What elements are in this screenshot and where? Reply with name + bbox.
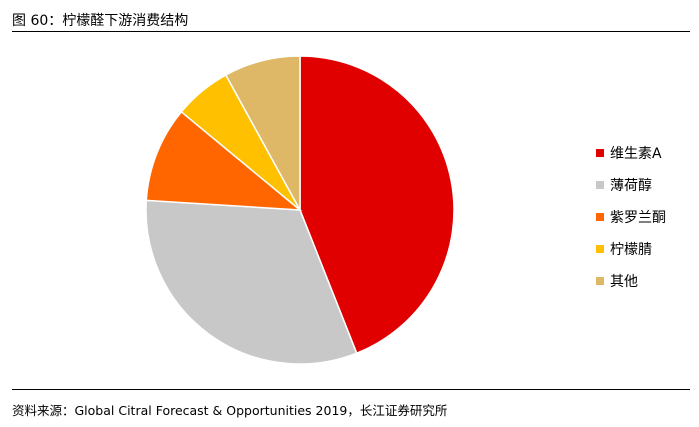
legend-label: 薄荷醇 bbox=[610, 178, 652, 194]
figure-title: 图 60：柠檬醛下游消费结构 bbox=[12, 13, 189, 29]
top-rule bbox=[12, 31, 690, 32]
legend-item: 维生素A bbox=[596, 137, 666, 169]
legend-label: 柠檬腈 bbox=[610, 242, 652, 258]
legend-swatch bbox=[596, 213, 604, 221]
pie-slice-3 bbox=[145, 110, 303, 211]
legend-swatch bbox=[596, 277, 604, 285]
legend-label: 其他 bbox=[610, 274, 638, 290]
legend-item: 紫罗兰酮 bbox=[596, 201, 666, 233]
source-note: 资料来源：Global Citral Forecast & Opportunit… bbox=[12, 403, 448, 418]
legend-swatch bbox=[596, 245, 604, 253]
legend-swatch bbox=[596, 149, 604, 157]
legend-item: 柠檬腈 bbox=[596, 233, 666, 265]
pie-slice-5 bbox=[224, 55, 301, 211]
legend-item: 薄荷醇 bbox=[596, 169, 666, 201]
legend-label: 维生素A bbox=[610, 146, 662, 162]
pie-slice-1 bbox=[299, 55, 455, 355]
legend: 维生素A 薄荷醇紫罗兰酮柠檬腈其他 bbox=[596, 137, 666, 297]
legend-label: 紫罗兰酮 bbox=[610, 210, 666, 226]
pie-slice-2 bbox=[145, 199, 358, 365]
bottom-rule bbox=[12, 389, 690, 390]
legend-swatch bbox=[596, 181, 604, 189]
legend-item: 其他 bbox=[596, 265, 666, 297]
